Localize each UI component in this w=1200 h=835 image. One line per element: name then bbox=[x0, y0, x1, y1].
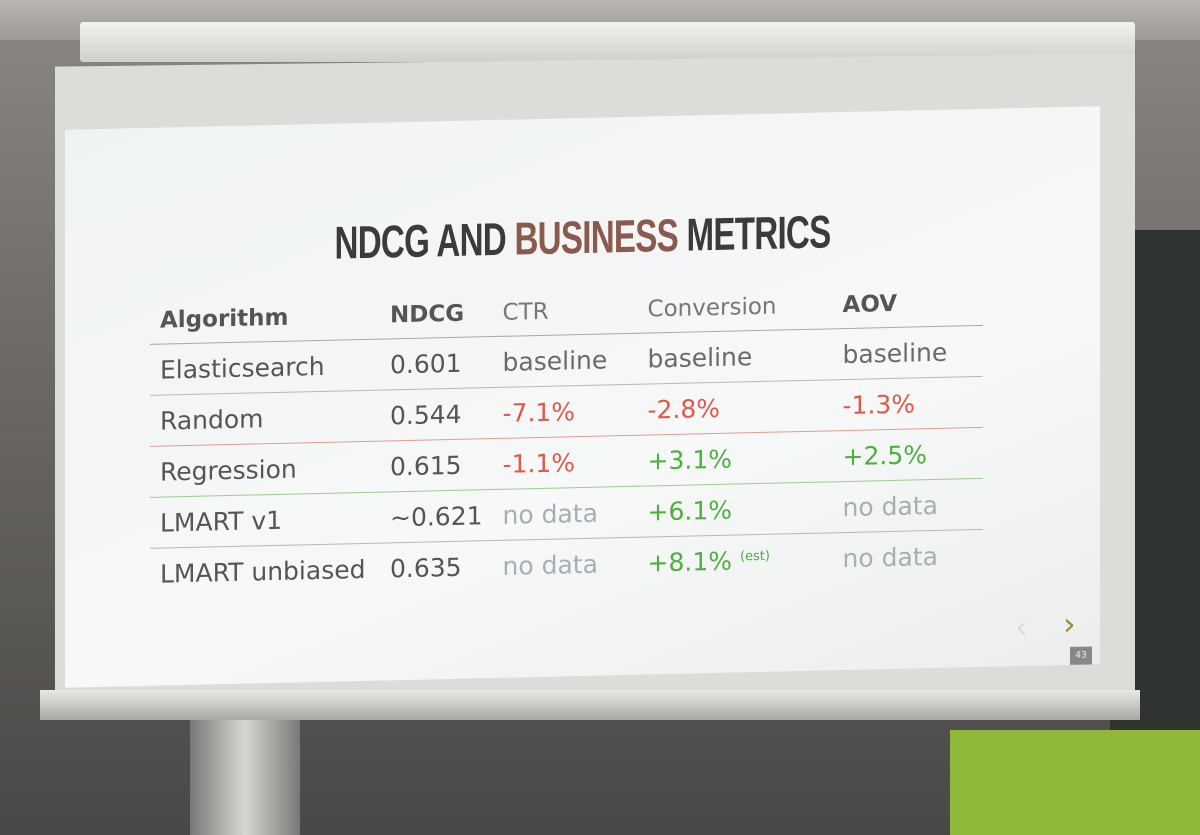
cell: 0.635 bbox=[390, 552, 462, 583]
header-cell: Conversion bbox=[637, 282, 833, 334]
cell: ~0.621 bbox=[380, 489, 493, 544]
prev-arrow: ‹ bbox=[1015, 607, 1028, 647]
cell: no data bbox=[842, 541, 938, 573]
title-part: NDCG AND bbox=[334, 212, 506, 269]
title-part: METRICS bbox=[686, 205, 831, 261]
title-part: BUSINESS bbox=[514, 208, 679, 265]
pillar bbox=[190, 715, 300, 835]
metrics-table: Algorithm NDCG CTR Conversion AOV Elasti… bbox=[150, 278, 983, 599]
next-arrow: › bbox=[1063, 604, 1076, 644]
cell: LMART v1 bbox=[150, 492, 380, 549]
cell-text: +8.1% bbox=[647, 546, 732, 578]
header-cell: CTR bbox=[492, 286, 638, 337]
cell: baseline bbox=[492, 333, 638, 388]
slide-title: NDCG AND BUSINESS METRICS bbox=[210, 202, 955, 273]
cell: 0.615 bbox=[380, 438, 493, 493]
cell: +8.1% (est) bbox=[638, 533, 833, 588]
cell: 0.544 bbox=[380, 387, 493, 442]
cell: Elasticsearch bbox=[150, 339, 380, 396]
cell: 0.601 bbox=[380, 336, 493, 391]
cell: +3.1% bbox=[637, 430, 833, 487]
screen-bar bbox=[40, 690, 1140, 720]
cell: no data bbox=[832, 478, 983, 533]
header-cell: NDCG bbox=[380, 290, 493, 340]
cell: LMART unbiased bbox=[160, 554, 366, 589]
cell: no data bbox=[492, 486, 638, 541]
header-cell: AOV bbox=[832, 278, 983, 329]
note: (est) bbox=[739, 548, 770, 564]
cell: -7.1% bbox=[492, 384, 638, 439]
page-number: 43 bbox=[1070, 646, 1092, 665]
cell: -1.1% bbox=[492, 435, 638, 490]
green-wall bbox=[950, 730, 1200, 835]
cell: no data bbox=[502, 549, 598, 581]
cell: +2.5% bbox=[832, 427, 983, 482]
cell: Regression bbox=[150, 441, 380, 498]
cell: -1.3% bbox=[832, 376, 983, 431]
slide: NDCG AND BUSINESS METRICS Algorithm NDCG… bbox=[65, 106, 1100, 688]
cell: Random bbox=[150, 390, 380, 447]
cell: baseline bbox=[832, 325, 983, 380]
cell: -2.8% bbox=[637, 379, 833, 436]
header-cell: Algorithm bbox=[150, 292, 380, 345]
cell: baseline bbox=[637, 328, 833, 385]
cell: +6.1% bbox=[637, 481, 833, 538]
